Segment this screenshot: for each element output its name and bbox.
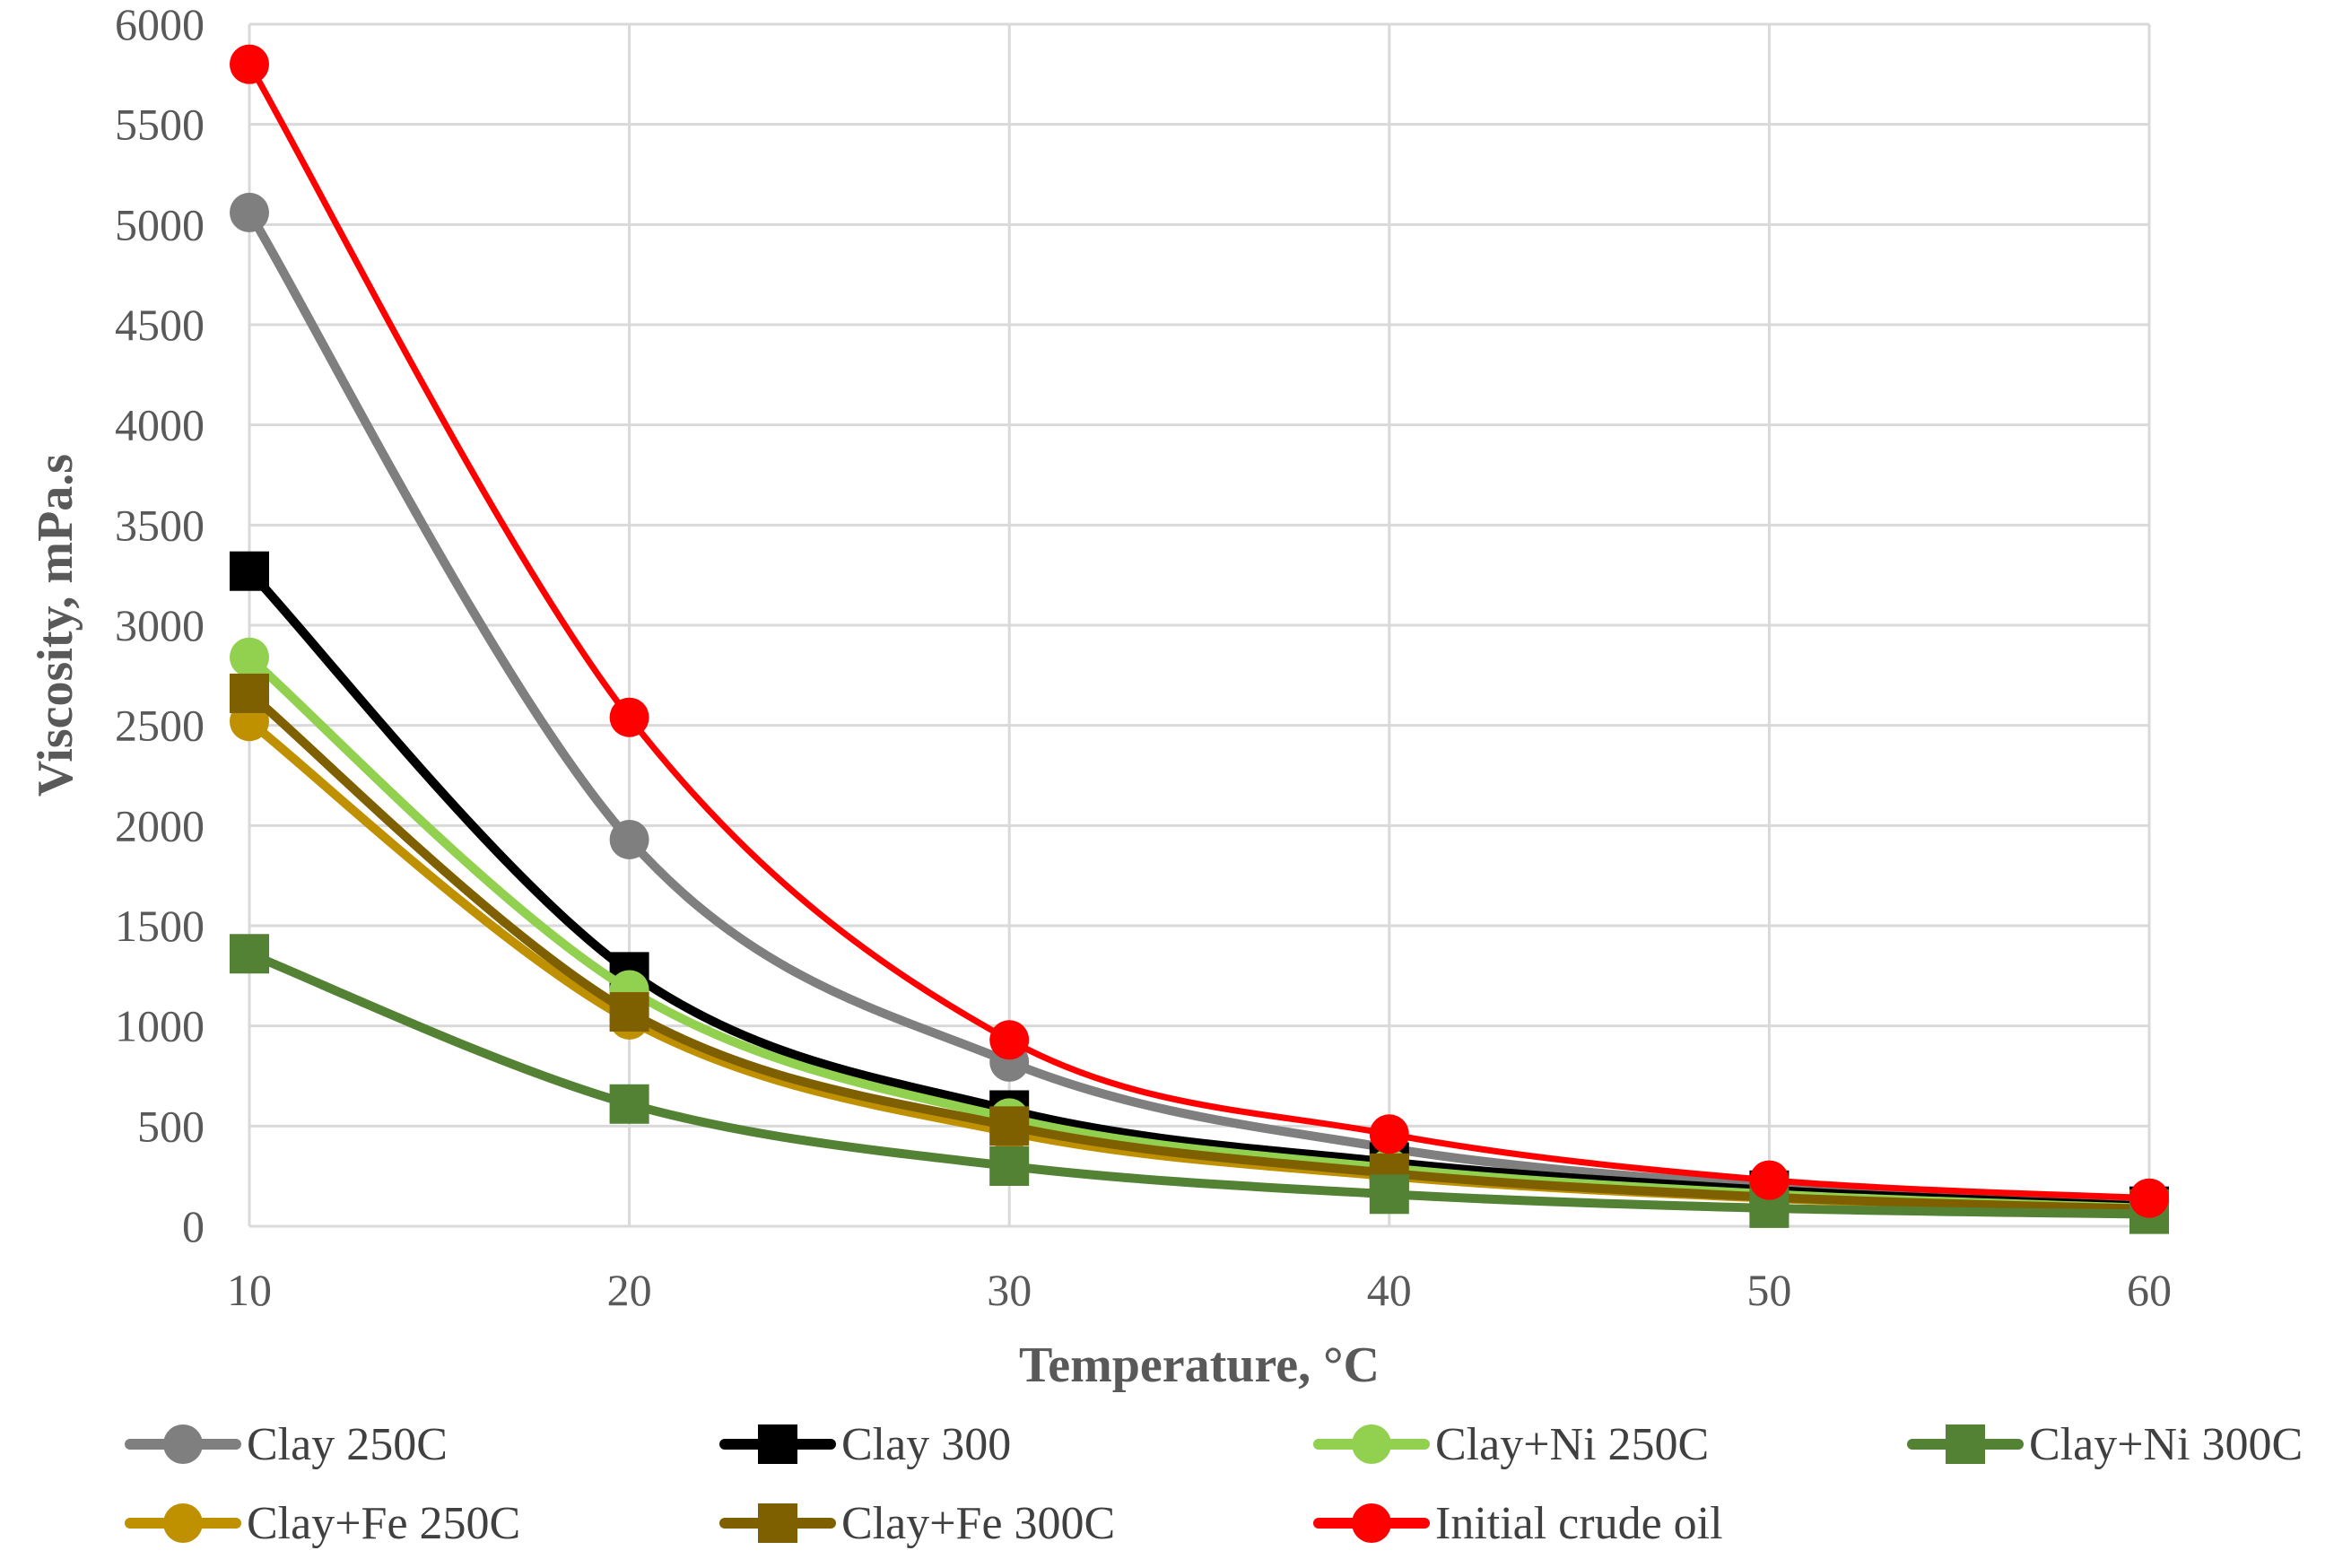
series-clay-ni-300c (230, 934, 2169, 1234)
data-point-initial-crude-oil-10 (230, 44, 269, 84)
y-tick-label: 3000 (115, 600, 205, 650)
y-tick-label: 4000 (115, 400, 205, 450)
series-lines (230, 44, 2169, 1234)
y-axis-ticks: 0 500 1000 1500 2000 2500 3000 3500 4000 4500 5000… (115, 0, 205, 1251)
y-axis-title: Viscosity, mPa.s (28, 454, 83, 797)
data-point-clay-fe-300c-10 (230, 673, 269, 713)
series-line-clay-fe-250c (245, 717, 2154, 1215)
data-point-initial-crude-oil-20 (609, 697, 649, 737)
legend-item-clay-ni-300c: Clay+Ni 300C (1907, 1419, 2303, 1470)
data-point-clay-fe-300c-30 (989, 1106, 1030, 1146)
data-point-clay-ni-300c-10 (230, 934, 269, 974)
data-point-clay-ni-300c-30 (989, 1146, 1030, 1186)
x-tick-label: 40 (1367, 1265, 1412, 1315)
x-axis-ticks: 10 20 30 40 50 60 (227, 1265, 2172, 1315)
legend-label: Clay+Fe 250C (247, 1498, 520, 1549)
data-point-initial-crude-oil-40 (1369, 1114, 1409, 1154)
legend-label: Clay 300 (841, 1419, 1011, 1470)
y-tick-label: 1000 (115, 1001, 205, 1051)
gridlines (248, 22, 2151, 1228)
legend-item-clay-250c: Clay 250C (125, 1419, 448, 1470)
legend-marker (163, 1424, 203, 1464)
y-tick-label: 5500 (115, 100, 205, 150)
x-tick-label: 60 (2127, 1265, 2172, 1315)
series-line-clay-250c (245, 207, 2154, 1209)
legend-item-clay-fe-300c: Clay+Fe 300C (719, 1498, 1115, 1549)
x-tick-label: 10 (227, 1265, 272, 1315)
data-point-clay-300-10 (230, 551, 269, 591)
y-tick-label: 0 (182, 1201, 205, 1251)
y-tick-label: 2000 (115, 800, 205, 850)
series-line-clay-ni-300c (245, 949, 2154, 1219)
legend-marker (163, 1503, 203, 1543)
data-point-initial-crude-oil-30 (989, 1020, 1030, 1060)
data-point-clay-ni-300c-40 (1369, 1174, 1409, 1215)
series-line-initial-crude-oil (246, 61, 2153, 1202)
legend-marker (758, 1503, 797, 1543)
legend-label: Clay+Ni 250C (1435, 1419, 1709, 1470)
legend-marker (758, 1424, 797, 1464)
y-tick-label: 500 (137, 1101, 205, 1151)
data-point-initial-crude-oil-50 (1749, 1160, 1790, 1200)
data-point-clay-ni-250c-10 (230, 637, 269, 677)
y-tick-label: 4500 (115, 300, 205, 350)
legend-label: Clay 250C (247, 1419, 448, 1470)
data-point-clay-fe-300c-20 (609, 992, 649, 1032)
x-tick-label: 20 (607, 1265, 652, 1315)
legend-item-clay-300: Clay 300 (719, 1419, 1011, 1470)
legend-label: Clay+Fe 300C (841, 1498, 1115, 1549)
data-point-clay-250c-10 (230, 192, 269, 232)
legend-item-initial-crude-oil: Initial crude oil (1313, 1498, 1723, 1549)
series-line-clay-fe-300c (245, 688, 2154, 1215)
legend: Clay 250C Clay 300 Clay+Ni 250C Clay+Ni 300… (125, 1419, 2303, 1549)
legend-marker (1352, 1503, 1391, 1543)
legend-label: Clay+Ni 300C (2029, 1419, 2303, 1470)
y-tick-label: 5000 (115, 199, 205, 249)
y-tick-label: 1500 (115, 901, 205, 951)
x-tick-label: 50 (1746, 1265, 1791, 1315)
x-axis-title: Temperature, °C (1019, 1337, 1380, 1393)
series-line-clay-300 (245, 566, 2154, 1211)
data-point-clay-250c-20 (609, 819, 649, 859)
legend-item-clay-ni-250c: Clay+Ni 250C (1313, 1419, 1709, 1470)
x-tick-label: 30 (987, 1265, 1032, 1315)
legend-item-clay-fe-250c: Clay+Fe 250C (125, 1498, 520, 1549)
y-tick-label: 3500 (115, 500, 205, 550)
legend-marker (1946, 1424, 1985, 1464)
legend-marker (1352, 1424, 1391, 1464)
legend-label: Initial crude oil (1435, 1498, 1723, 1549)
y-tick-label: 6000 (115, 0, 205, 49)
data-point-initial-crude-oil-60 (2129, 1178, 2169, 1218)
series-initial-crude-oil (230, 44, 2169, 1218)
data-point-clay-ni-300c-20 (609, 1084, 649, 1124)
y-tick-label: 2500 (115, 701, 205, 751)
